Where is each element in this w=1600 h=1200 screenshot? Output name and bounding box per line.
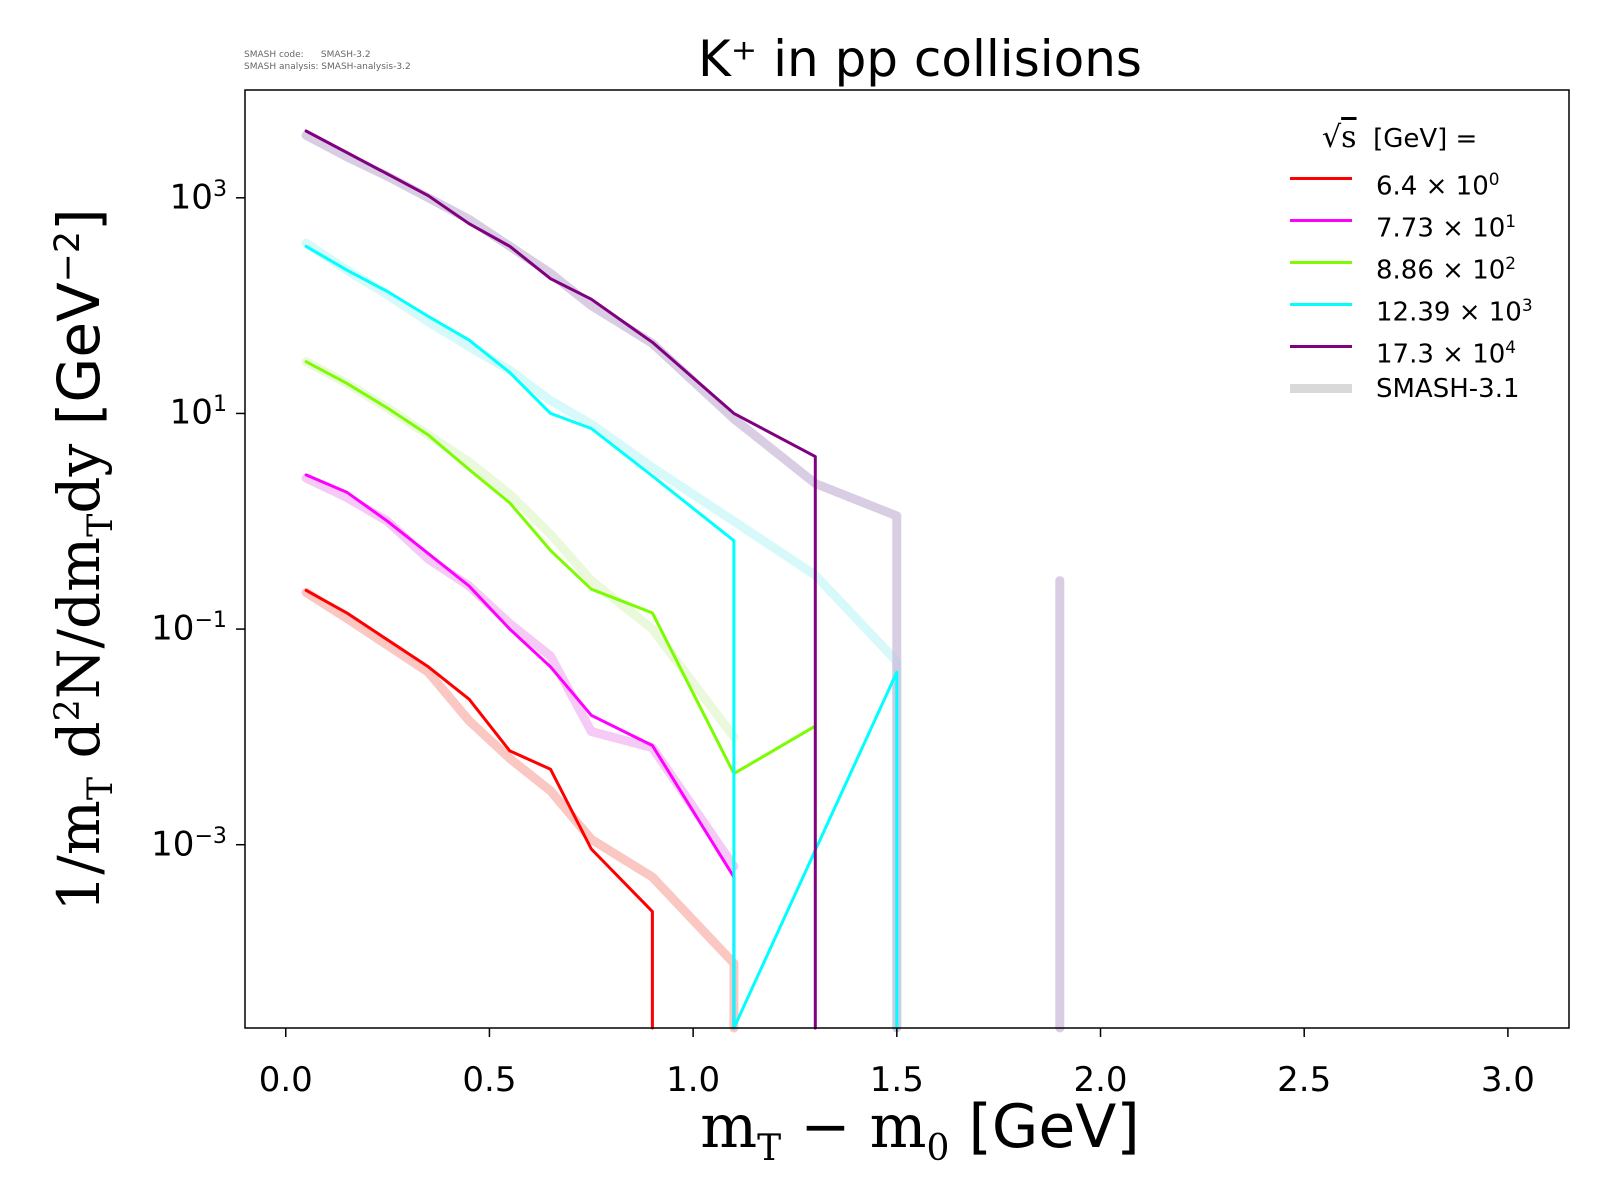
- legend-item: SMASH-3.1: [1290, 368, 1560, 410]
- x-tick-label: 0.5: [462, 1060, 517, 1100]
- legend-swatch: [1290, 261, 1352, 264]
- legend-label: 8.86 × 102: [1376, 253, 1517, 286]
- legend-item: 17.3 × 104: [1290, 326, 1560, 370]
- legend-item: 6.4 × 100: [1290, 158, 1560, 202]
- sqrt-s-symbol: √s: [1322, 120, 1357, 155]
- y-tick-label: 10−3: [151, 822, 227, 865]
- y-tick-label: 10−1: [151, 607, 227, 649]
- y-tick-label: 103: [169, 175, 227, 218]
- plot-frame: [244, 89, 1570, 1029]
- legend-label: 6.4 × 100: [1376, 169, 1500, 202]
- series-line-1: [304, 473, 736, 1030]
- x-axis-label: mT − m0 [GeV]: [700, 1092, 1140, 1169]
- legend-label: 12.39 × 103: [1376, 295, 1533, 328]
- legend-item: 8.86 × 102: [1290, 242, 1560, 286]
- legend-swatch: [1290, 177, 1352, 180]
- reference-series-layer: [301, 130, 1065, 1033]
- legend-label: SMASH-3.1: [1376, 374, 1520, 404]
- x-tick-label: 2.0: [1073, 1060, 1128, 1100]
- watermark-code: SMASH code: SMASH-3.2: [244, 50, 371, 60]
- reference-line-0: [301, 587, 739, 1033]
- legend-swatch: [1290, 345, 1352, 348]
- x-tick-label: 1.5: [869, 1060, 924, 1100]
- series-line-2: [304, 360, 817, 776]
- data-series-layer: [304, 129, 899, 1030]
- legend-label: 17.3 × 104: [1376, 337, 1517, 370]
- legend-label: 7.73 × 101: [1376, 211, 1517, 244]
- legend-swatch: [1290, 384, 1352, 393]
- reference-line-4: [301, 130, 902, 1033]
- series-line-3: [304, 244, 899, 1030]
- reference-line-2: [301, 357, 739, 742]
- legend-swatch: [1290, 219, 1352, 222]
- watermark-analysis: SMASH analysis: SMASH-analysis-3.2: [244, 62, 411, 72]
- tick-marks: [236, 197, 1509, 1037]
- x-tick-label: 3.0: [1480, 1060, 1535, 1100]
- legend-items: 6.4 × 100 7.73 × 101 8.86 × 102 12.39 × 103…: [1290, 158, 1560, 410]
- x-tick-label: 2.5: [1277, 1060, 1332, 1100]
- y-axis-label: 1/mT d2N/dmTdy [GeV−2]: [45, 208, 121, 912]
- legend-item: 7.73 × 101: [1290, 200, 1560, 244]
- series-line-4: [304, 129, 817, 1030]
- legend-swatch: [1290, 303, 1352, 306]
- legend-item: 12.39 × 103: [1290, 284, 1560, 328]
- legend-title: √s [GeV] =: [1322, 118, 1560, 158]
- chart-title: K⁺ in pp collisions: [698, 30, 1142, 88]
- legend: √s [GeV] = 6.4 × 100 7.73 × 101 8.86 × 102…: [1290, 118, 1560, 410]
- reference-line-1: [301, 473, 739, 871]
- legend-title-text: [GeV] =: [1373, 124, 1478, 154]
- y-tick-label: 101: [169, 391, 227, 433]
- x-tick-label: 0.0: [258, 1060, 313, 1100]
- series-line-0: [304, 588, 654, 1030]
- x-tick-label: 1.0: [666, 1060, 721, 1100]
- reference-line-3: [301, 238, 902, 1033]
